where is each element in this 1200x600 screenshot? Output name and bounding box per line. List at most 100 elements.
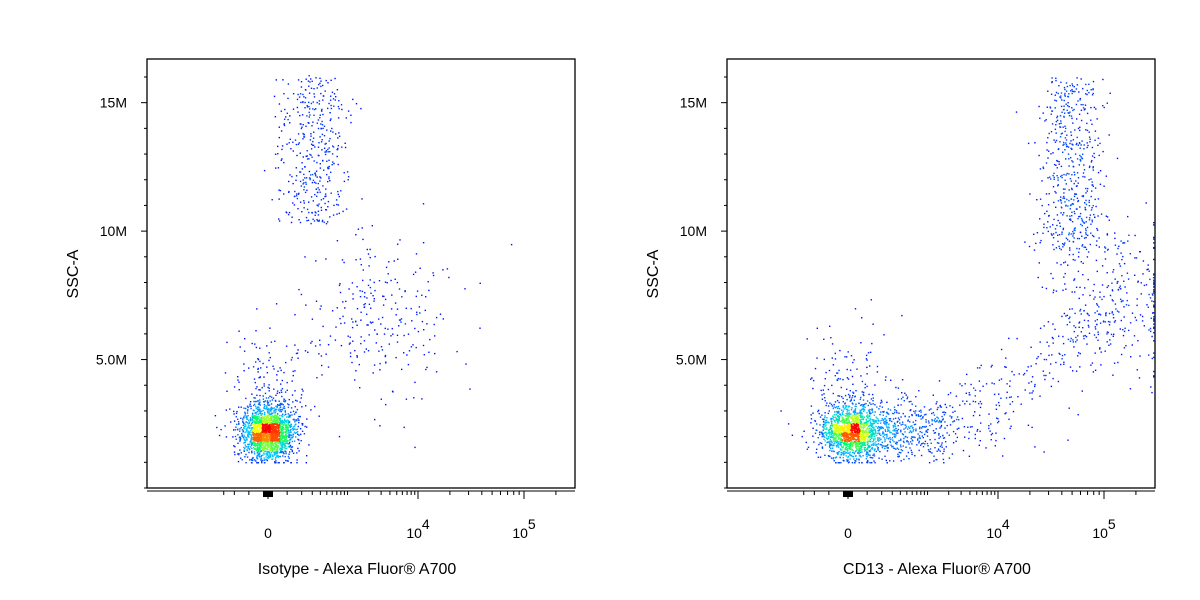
x-tick-label: 105: [512, 516, 536, 541]
event-dot: [315, 174, 317, 176]
event-dot: [861, 436, 864, 438]
event-dot: [959, 404, 961, 406]
event-dot: [854, 395, 856, 397]
event-dot: [936, 401, 938, 403]
event-dot: [433, 323, 435, 326]
event-dot: [308, 444, 310, 446]
event-dot: [298, 415, 300, 418]
event-dot: [283, 446, 285, 448]
event-dot: [385, 403, 387, 406]
event-dot: [844, 407, 847, 409]
event-dot: [847, 424, 849, 426]
event-dot: [834, 401, 837, 403]
event-dot: [817, 409, 820, 411]
event-dot: [874, 429, 877, 431]
event-dot: [276, 414, 279, 416]
event-dot: [263, 448, 265, 450]
event-dot: [889, 441, 892, 443]
event-dot: [878, 437, 881, 439]
event-dot: [885, 422, 887, 424]
event-dot: [309, 81, 311, 83]
event-dot: [284, 431, 286, 433]
event-dot: [287, 422, 290, 424]
event-dot: [911, 453, 913, 456]
event-dot: [880, 427, 882, 429]
event-dot: [251, 443, 254, 445]
event-dot: [404, 290, 406, 293]
event-dot: [830, 436, 833, 439]
event-dot: [846, 413, 849, 415]
event-dot: [858, 452, 860, 455]
event-dot: [920, 414, 922, 417]
event-dot: [850, 398, 852, 401]
event-dot: [280, 369, 282, 372]
event-dot: [251, 421, 254, 424]
cd13-plot-panel: 5.0M 10M 15M 0 104 105 CD13 - Alexa Fluor® A…: [580, 0, 1180, 600]
event-dot: [264, 423, 267, 426]
event-dot: [915, 419, 917, 422]
event-dot: [327, 166, 329, 169]
event-dot: [328, 159, 330, 161]
event-dot: [262, 416, 264, 418]
event-dot: [889, 440, 891, 442]
event-dot: [274, 458, 277, 460]
event-dot: [326, 221, 329, 223]
event-dot: [894, 411, 896, 414]
event-dot: [869, 430, 872, 432]
event-dot: [882, 411, 884, 413]
event-dot: [912, 427, 914, 429]
event-dot: [836, 410, 838, 413]
event-dot: [425, 368, 427, 371]
event-dot: [921, 426, 924, 428]
event-dot: [865, 418, 867, 421]
event-dot: [291, 446, 293, 448]
event-dot: [283, 407, 286, 410]
event-dot: [407, 333, 410, 335]
event-dot: [833, 439, 835, 441]
event-dot: [922, 416, 924, 418]
event-dot: [1009, 403, 1011, 405]
event-dot: [856, 423, 858, 425]
event-dot: [887, 447, 889, 449]
event-dot: [926, 435, 929, 437]
event-dot: [479, 327, 481, 329]
event-dot: [845, 430, 848, 433]
event-dot: [317, 214, 320, 216]
event-dot: [314, 405, 316, 408]
event-dot: [308, 92, 311, 94]
event-dot: [252, 430, 254, 432]
event-dot: [917, 433, 919, 435]
event-dot: [313, 131, 315, 133]
event-dot: [275, 79, 277, 81]
event-dot: [874, 442, 876, 444]
event-dot: [287, 419, 289, 421]
event-dot: [838, 418, 840, 420]
event-dot: [245, 397, 247, 400]
event-dot: [281, 448, 283, 450]
plot-area: [146, 58, 576, 489]
event-dot: [329, 119, 331, 122]
event-dot: [242, 430, 245, 432]
event-dot: [285, 116, 287, 118]
event-dot: [953, 420, 955, 422]
event-dot: [840, 427, 842, 429]
event-dot: [831, 357, 833, 359]
event-dot: [834, 421, 836, 423]
event-dot: [844, 452, 846, 454]
event-dot: [859, 443, 861, 445]
event-dot: [911, 443, 913, 445]
event-dot: [264, 430, 266, 432]
event-dot: [260, 434, 262, 436]
event-dot: [397, 243, 399, 245]
event-dot: [893, 435, 895, 437]
event-dot: [258, 443, 260, 446]
event-dot: [840, 451, 842, 454]
event-dot: [256, 438, 258, 441]
event-dot: [857, 427, 859, 430]
event-dot: [925, 425, 927, 428]
event-dot: [838, 426, 840, 428]
event-dot: [812, 412, 814, 414]
event-dot: [840, 386, 842, 389]
event-dot: [842, 451, 845, 453]
event-dot: [237, 379, 239, 381]
